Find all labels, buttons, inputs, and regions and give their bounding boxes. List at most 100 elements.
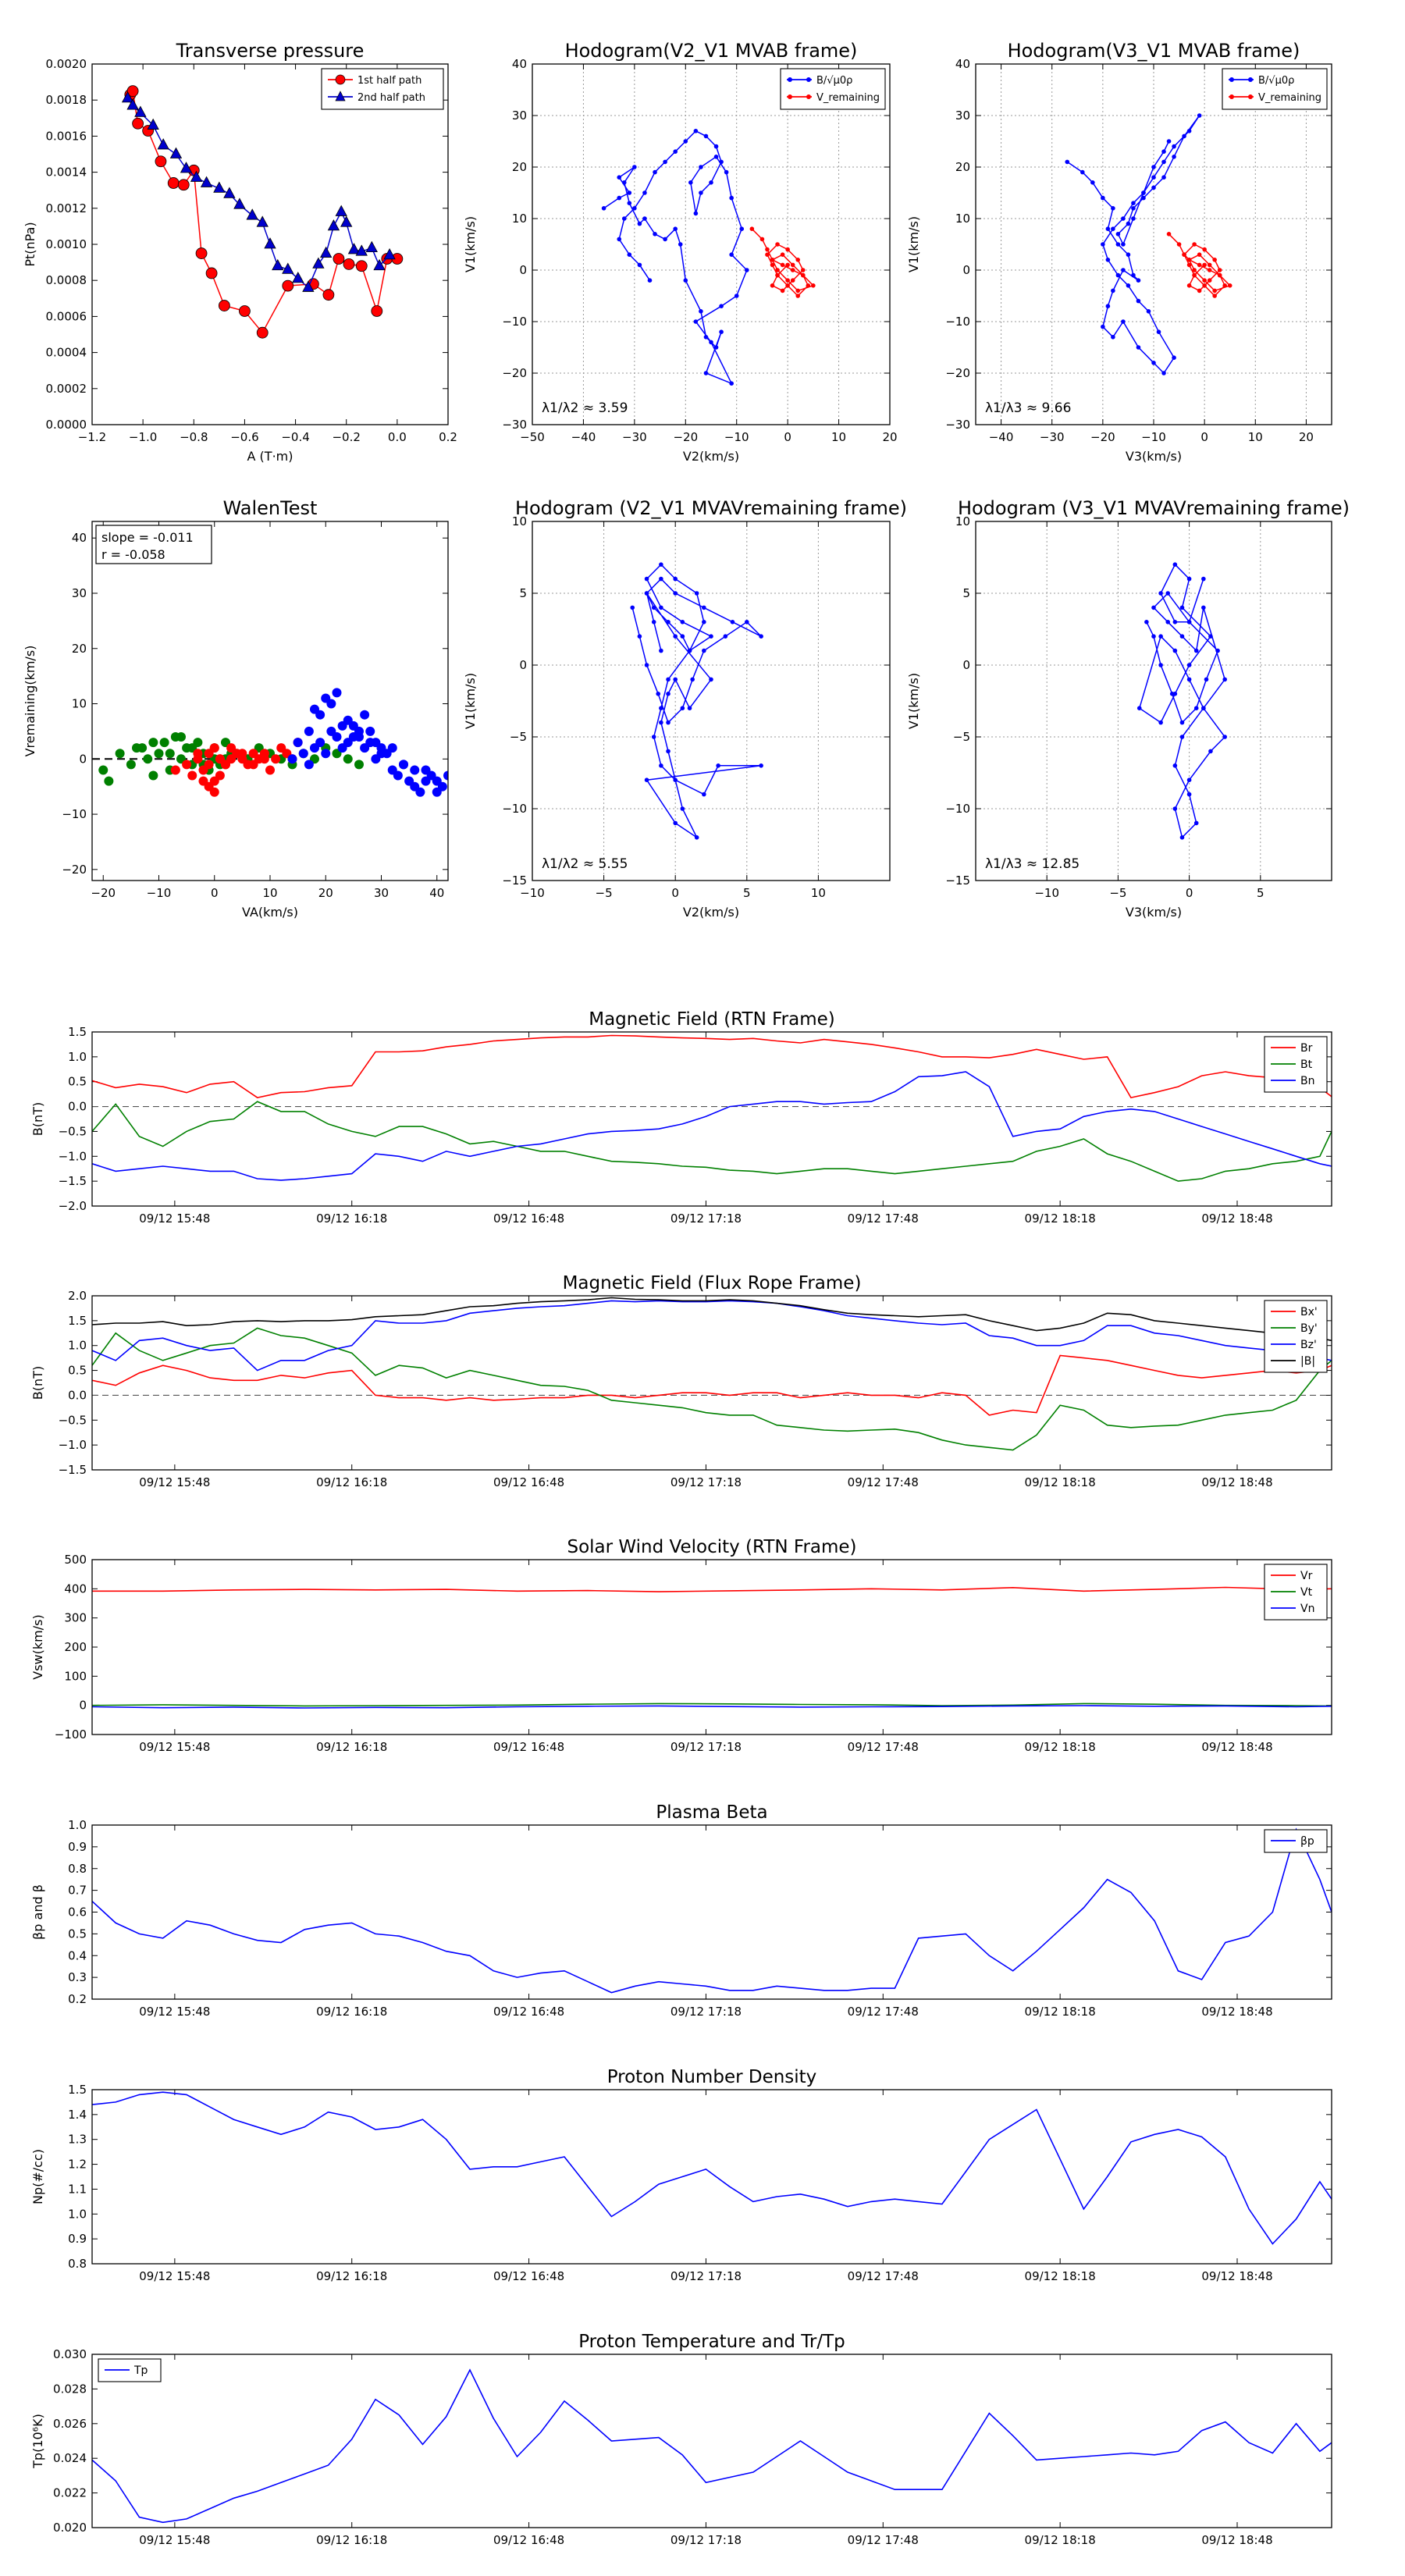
data-layer — [1136, 562, 1227, 840]
x-tick-label: 09/12 18:48 — [1201, 2269, 1272, 2283]
y-tick-label: −30 — [945, 418, 970, 432]
eigenvalue-ratio-annotation: λ1/λ2 ≈ 5.55 — [542, 856, 628, 872]
y-tick-label: 0.020 — [53, 2521, 87, 2535]
x-tick-label: 0 — [211, 886, 219, 900]
y-axis-label: Vsw(km/s) — [30, 1614, 45, 1679]
data-point — [1186, 258, 1192, 262]
y-tick-label: 1.0 — [68, 1050, 87, 1064]
data-point — [617, 195, 622, 201]
chart-title: Magnetic Field (Flux Rope Frame) — [563, 1273, 862, 1293]
x-tick-label: 09/12 17:48 — [848, 1212, 919, 1226]
data-point — [1121, 242, 1126, 247]
data-point — [1101, 242, 1105, 247]
data-point — [1172, 355, 1176, 361]
y-tick-label: 0.8 — [68, 2257, 87, 2271]
data-point — [729, 195, 734, 201]
data-point — [702, 620, 706, 624]
legend-marker — [1248, 94, 1253, 99]
data-point — [421, 776, 431, 786]
chart-h31: −40 −30 −20 −10 0 10 20 −30 −20 −10 0 10 20 30 40 Hodog… — [906, 40, 1332, 464]
data-point — [204, 760, 214, 770]
plot-frame — [975, 521, 1332, 881]
y-axis-label: βp and β — [30, 1884, 45, 1940]
legend-box — [1222, 68, 1328, 110]
data-point — [200, 176, 213, 187]
data-point — [365, 726, 375, 736]
data-point — [617, 237, 622, 242]
y-tick-label: 0.5 — [68, 1927, 87, 1941]
y-tick-label: 0.5 — [68, 1075, 87, 1089]
data-point — [780, 252, 785, 258]
y-tick-label: 20 — [955, 160, 970, 174]
data-point — [1136, 298, 1141, 304]
data-point — [637, 634, 642, 639]
data-point — [659, 763, 663, 768]
data-point — [637, 262, 642, 268]
data-point — [694, 591, 699, 596]
x-tick-label: 09/12 18:18 — [1025, 2533, 1096, 2547]
data-point — [678, 242, 683, 247]
data-point — [259, 754, 269, 764]
plot-area — [92, 1560, 1332, 1735]
eigenvalue-ratio-annotation: λ1/λ3 ≈ 9.66 — [985, 400, 1071, 416]
y-tick-label: 10 — [72, 697, 87, 711]
data-point — [729, 252, 734, 258]
data-point — [702, 605, 706, 610]
chart-title: WalenTest — [223, 497, 318, 519]
x-tick-label: −50 — [520, 430, 545, 444]
data-point — [321, 749, 331, 759]
data-point — [699, 309, 703, 314]
x-tick-label: 20 — [1299, 430, 1314, 444]
y-tick-label: 0.0010 — [46, 237, 87, 251]
data-point — [126, 98, 139, 110]
plot-frame — [532, 63, 891, 425]
y-tick-label: 5 — [962, 586, 970, 600]
data-point — [1186, 677, 1192, 682]
plot-area — [92, 2090, 1332, 2264]
data-point — [800, 268, 806, 272]
data-layer — [92, 2368, 1332, 2524]
y-tick-label: 40 — [72, 531, 87, 545]
data-point — [1115, 232, 1121, 237]
x-tick-label: 09/12 18:48 — [1201, 1212, 1272, 1226]
y-tick-label: −1.5 — [59, 1174, 87, 1188]
legend-label: By' — [1300, 1322, 1318, 1335]
data-point — [659, 706, 663, 710]
y-tick-label: 0.028 — [53, 2382, 87, 2396]
series-line-Bt — [92, 1101, 1332, 1182]
x-tick-label: 09/12 18:48 — [1201, 2005, 1272, 2019]
series-line-Vn — [92, 1705, 1332, 1709]
x-tick-label: −10 — [147, 886, 172, 900]
y-tick-label: −10 — [945, 802, 970, 816]
data-point — [1121, 319, 1126, 324]
y-tick-label: 1.0 — [68, 2207, 87, 2221]
data-point — [205, 267, 218, 279]
data-point — [248, 760, 258, 770]
data-point — [312, 257, 325, 269]
data-point — [621, 216, 627, 221]
data-point — [1186, 262, 1192, 268]
data-point — [780, 262, 785, 268]
x-tick-label: 09/12 17:18 — [670, 1740, 742, 1754]
y-tick-label: 0.0 — [68, 1100, 87, 1114]
x-tick-label: 0.0 — [388, 430, 407, 444]
y-tick-label: 500 — [64, 1553, 87, 1567]
data-point — [709, 180, 713, 185]
data-point — [193, 749, 203, 759]
data-point — [1186, 620, 1192, 624]
data-point — [1217, 268, 1222, 272]
data-point — [673, 677, 678, 682]
data-point — [642, 190, 647, 195]
x-tick-label: 09/12 17:48 — [848, 2005, 919, 2019]
data-point — [666, 677, 670, 682]
data-point — [709, 677, 713, 682]
plot-frame — [91, 1559, 1332, 1735]
plot-area — [92, 521, 448, 881]
data-point — [121, 91, 134, 103]
data-point — [642, 216, 647, 221]
data-point — [180, 162, 193, 173]
data-point — [147, 118, 159, 130]
series-line-|B| — [92, 1297, 1332, 1342]
data-point — [1111, 206, 1115, 211]
